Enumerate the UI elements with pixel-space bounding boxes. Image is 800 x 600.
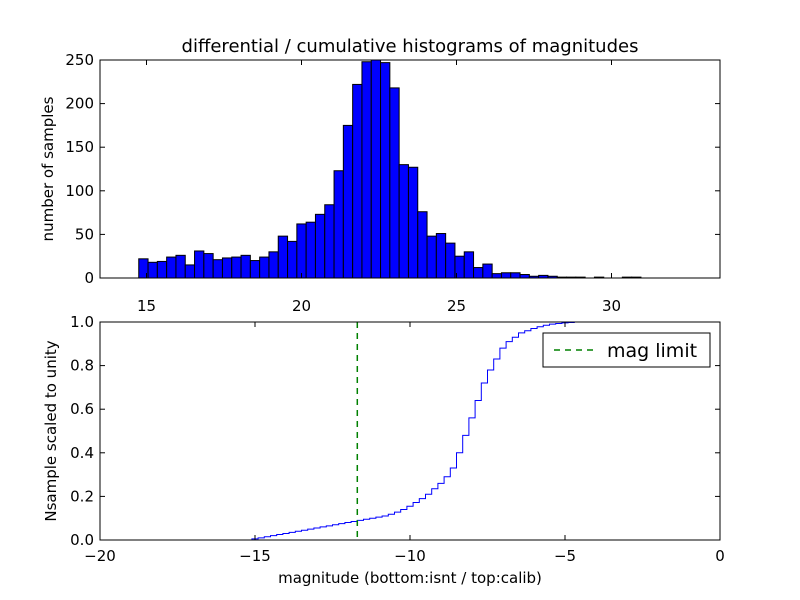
histogram-bar — [510, 272, 521, 279]
histogram-ticks: 15 20 25 30 0 50 100 150 200 250 — [65, 51, 720, 315]
histogram-bar — [240, 254, 251, 279]
cumulative-x-tick-label: 0 — [715, 547, 725, 565]
histogram-bar — [519, 274, 530, 279]
cumulative-x-tick-label: −20 — [84, 547, 116, 565]
histogram-bar — [491, 273, 502, 279]
histogram-bars — [138, 59, 642, 279]
histogram-y-tick-label: 0 — [84, 269, 94, 287]
histogram-bar — [259, 256, 270, 279]
cumulative-x-axis-label: magnitude (bottom:isnt / top:calib) — [278, 569, 542, 587]
histogram-x-tick-label: 30 — [602, 297, 621, 315]
histogram-bar — [268, 251, 279, 279]
cumulative-x-tick-label: −10 — [394, 547, 426, 565]
chart-title: differential / cumulative histograms of … — [182, 36, 639, 57]
histogram-y-tick-label: 50 — [75, 225, 94, 243]
cumulative-x-tick-label: −15 — [239, 547, 271, 565]
histogram-x-tick-label: 20 — [292, 297, 311, 315]
histogram-bar — [175, 254, 186, 279]
histogram-bar — [482, 263, 493, 279]
histogram-bar — [445, 242, 456, 279]
histogram-bar — [231, 256, 242, 279]
histogram-bar — [156, 260, 168, 279]
histogram-bar — [203, 253, 214, 279]
histogram-x-tick-label: 15 — [137, 297, 156, 315]
cumulative-y-axis-label: Nsample scaled to unity — [42, 340, 60, 521]
histogram-plot-frame — [99, 59, 721, 279]
cumulative-panel: −20 −15 −10 −5 0 0.0 0.2 0.4 0.6 0.8 1.0 magnitude… — [42, 313, 725, 587]
histogram-bar — [342, 124, 354, 279]
histogram-y-tick-label: 100 — [65, 182, 94, 200]
histogram-bar — [352, 83, 363, 279]
histogram-bar — [194, 250, 205, 279]
histogram-bar — [277, 235, 289, 279]
histogram-x-tick-label: 25 — [447, 297, 466, 315]
histogram-bar — [370, 59, 382, 279]
histogram-bar — [166, 256, 177, 279]
legend: mag limit — [542, 332, 711, 368]
cumulative-lines — [100, 321, 721, 541]
histogram-y-tick-label: 150 — [65, 138, 94, 156]
histogram-y-axis-label: number of samples — [39, 96, 57, 241]
legend-entry-mag-limit: mag limit — [607, 340, 697, 362]
cumulative-y-tick-label: 0.0 — [70, 531, 94, 549]
histogram-bar — [426, 235, 437, 279]
cumulative-step-line — [100, 321, 721, 541]
cumulative-ticks: −20 −15 −10 −5 0 0.0 0.2 0.4 0.6 0.8 1.0 — [70, 313, 725, 565]
histogram-y-tick-label: 200 — [65, 95, 94, 113]
histogram-bar — [407, 166, 419, 279]
histogram-bar — [500, 272, 512, 279]
histogram-bar — [389, 87, 400, 279]
histogram-bar — [361, 61, 372, 279]
histogram-bar — [296, 223, 307, 279]
histogram-bar — [184, 264, 196, 279]
histogram-bar — [417, 211, 428, 279]
histogram-bar — [249, 260, 261, 279]
histogram-bar — [221, 257, 233, 279]
histogram-bar — [287, 240, 298, 279]
histogram-bar — [473, 267, 484, 279]
cumulative-y-tick-label: 0.2 — [70, 487, 94, 505]
histogram-bar — [463, 251, 475, 279]
histogram-bar — [398, 164, 409, 279]
histogram-bar — [380, 62, 391, 279]
histogram-y-tick-label: 250 — [65, 51, 94, 69]
histogram-bar — [147, 261, 158, 279]
histogram-bar — [333, 170, 344, 279]
cumulative-y-tick-label: 0.4 — [70, 444, 94, 462]
histogram-bar — [324, 204, 335, 279]
histogram-bar — [435, 233, 447, 279]
cumulative-x-tick-label: −5 — [554, 547, 576, 565]
histogram-bar — [212, 259, 223, 279]
histogram-bar — [314, 213, 326, 279]
histogram-bar — [305, 221, 316, 279]
cumulative-y-tick-label: 0.8 — [70, 357, 94, 375]
cumulative-y-tick-label: 0.6 — [70, 400, 94, 418]
histogram-panel: differential / cumulative histograms of … — [39, 36, 721, 315]
cumulative-y-tick-label: 1.0 — [70, 313, 94, 331]
